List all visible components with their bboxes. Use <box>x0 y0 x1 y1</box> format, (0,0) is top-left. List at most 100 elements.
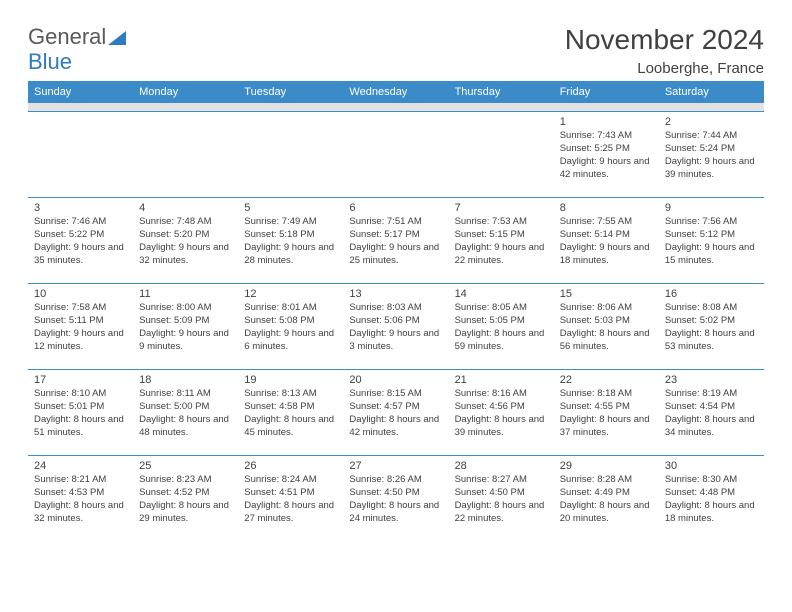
day-info: Sunrise: 8:24 AM Sunset: 4:51 PM Dayligh… <box>244 474 337 525</box>
day-number: 9 <box>665 201 758 216</box>
brand-logo: General <box>28 24 126 50</box>
day-number: 11 <box>139 287 232 302</box>
calendar-week-row: 3Sunrise: 7:46 AM Sunset: 5:22 PM Daylig… <box>28 197 764 283</box>
calendar-week-row: 10Sunrise: 7:58 AM Sunset: 5:11 PM Dayli… <box>28 283 764 369</box>
weekday-header: Saturday <box>659 81 764 103</box>
day-number: 30 <box>665 459 758 474</box>
day-number: 15 <box>560 287 653 302</box>
day-cell: 30Sunrise: 8:30 AM Sunset: 4:48 PM Dayli… <box>659 455 764 541</box>
day-info: Sunrise: 8:26 AM Sunset: 4:50 PM Dayligh… <box>349 474 442 525</box>
day-cell: 20Sunrise: 8:15 AM Sunset: 4:57 PM Dayli… <box>343 369 448 455</box>
day-number: 18 <box>139 373 232 388</box>
day-cell: 23Sunrise: 8:19 AM Sunset: 4:54 PM Dayli… <box>659 369 764 455</box>
day-info: Sunrise: 8:18 AM Sunset: 4:55 PM Dayligh… <box>560 388 653 439</box>
day-info: Sunrise: 8:19 AM Sunset: 4:54 PM Dayligh… <box>665 388 758 439</box>
day-cell: 1Sunrise: 7:43 AM Sunset: 5:25 PM Daylig… <box>554 111 659 197</box>
day-cell: 5Sunrise: 7:49 AM Sunset: 5:18 PM Daylig… <box>238 197 343 283</box>
day-info: Sunrise: 8:10 AM Sunset: 5:01 PM Dayligh… <box>34 388 127 439</box>
day-info: Sunrise: 7:44 AM Sunset: 5:24 PM Dayligh… <box>665 130 758 181</box>
location: Looberghe, France <box>565 60 764 77</box>
calendar-week-row: 17Sunrise: 8:10 AM Sunset: 5:01 PM Dayli… <box>28 369 764 455</box>
day-cell: 7Sunrise: 7:53 AM Sunset: 5:15 PM Daylig… <box>449 197 554 283</box>
day-number: 20 <box>349 373 442 388</box>
day-number: 28 <box>455 459 548 474</box>
header: General November 2024 Looberghe, France <box>28 24 764 77</box>
day-cell: 9Sunrise: 7:56 AM Sunset: 5:12 PM Daylig… <box>659 197 764 283</box>
day-cell: 3Sunrise: 7:46 AM Sunset: 5:22 PM Daylig… <box>28 197 133 283</box>
day-cell: 28Sunrise: 8:27 AM Sunset: 4:50 PM Dayli… <box>449 455 554 541</box>
day-cell: 21Sunrise: 8:16 AM Sunset: 4:56 PM Dayli… <box>449 369 554 455</box>
day-info: Sunrise: 8:16 AM Sunset: 4:56 PM Dayligh… <box>455 388 548 439</box>
day-info: Sunrise: 8:15 AM Sunset: 4:57 PM Dayligh… <box>349 388 442 439</box>
day-number: 29 <box>560 459 653 474</box>
day-number: 12 <box>244 287 337 302</box>
empty-cell <box>133 111 238 197</box>
weekday-header: Thursday <box>449 81 554 103</box>
day-info: Sunrise: 8:23 AM Sunset: 4:52 PM Dayligh… <box>139 474 232 525</box>
day-cell: 18Sunrise: 8:11 AM Sunset: 5:00 PM Dayli… <box>133 369 238 455</box>
day-number: 6 <box>349 201 442 216</box>
day-info: Sunrise: 7:53 AM Sunset: 5:15 PM Dayligh… <box>455 216 548 267</box>
day-cell: 8Sunrise: 7:55 AM Sunset: 5:14 PM Daylig… <box>554 197 659 283</box>
day-number: 3 <box>34 201 127 216</box>
day-info: Sunrise: 7:51 AM Sunset: 5:17 PM Dayligh… <box>349 216 442 267</box>
day-number: 19 <box>244 373 337 388</box>
day-number: 24 <box>34 459 127 474</box>
weekday-header: Sunday <box>28 81 133 103</box>
day-info: Sunrise: 7:48 AM Sunset: 5:20 PM Dayligh… <box>139 216 232 267</box>
calendar-table: Sunday Monday Tuesday Wednesday Thursday… <box>28 81 764 541</box>
page-title: November 2024 <box>565 24 764 56</box>
day-number: 7 <box>455 201 548 216</box>
day-cell: 24Sunrise: 8:21 AM Sunset: 4:53 PM Dayli… <box>28 455 133 541</box>
day-number: 10 <box>34 287 127 302</box>
day-number: 22 <box>560 373 653 388</box>
day-number: 23 <box>665 373 758 388</box>
day-cell: 10Sunrise: 7:58 AM Sunset: 5:11 PM Dayli… <box>28 283 133 369</box>
spacer-row <box>28 103 764 111</box>
day-cell: 11Sunrise: 8:00 AM Sunset: 5:09 PM Dayli… <box>133 283 238 369</box>
empty-cell <box>449 111 554 197</box>
day-number: 1 <box>560 115 653 130</box>
day-cell: 27Sunrise: 8:26 AM Sunset: 4:50 PM Dayli… <box>343 455 448 541</box>
day-number: 2 <box>665 115 758 130</box>
day-info: Sunrise: 7:49 AM Sunset: 5:18 PM Dayligh… <box>244 216 337 267</box>
calendar-week-row: 1Sunrise: 7:43 AM Sunset: 5:25 PM Daylig… <box>28 111 764 197</box>
day-cell: 12Sunrise: 8:01 AM Sunset: 5:08 PM Dayli… <box>238 283 343 369</box>
day-number: 26 <box>244 459 337 474</box>
weekday-header: Monday <box>133 81 238 103</box>
day-info: Sunrise: 8:06 AM Sunset: 5:03 PM Dayligh… <box>560 302 653 353</box>
brand-part1: General <box>28 24 106 50</box>
day-info: Sunrise: 7:43 AM Sunset: 5:25 PM Dayligh… <box>560 130 653 181</box>
day-info: Sunrise: 8:01 AM Sunset: 5:08 PM Dayligh… <box>244 302 337 353</box>
calendar-week-row: 24Sunrise: 8:21 AM Sunset: 4:53 PM Dayli… <box>28 455 764 541</box>
day-info: Sunrise: 8:13 AM Sunset: 4:58 PM Dayligh… <box>244 388 337 439</box>
weekday-header-row: Sunday Monday Tuesday Wednesday Thursday… <box>28 81 764 103</box>
weekday-header: Friday <box>554 81 659 103</box>
day-cell: 13Sunrise: 8:03 AM Sunset: 5:06 PM Dayli… <box>343 283 448 369</box>
day-number: 17 <box>34 373 127 388</box>
day-info: Sunrise: 8:27 AM Sunset: 4:50 PM Dayligh… <box>455 474 548 525</box>
day-number: 14 <box>455 287 548 302</box>
day-cell: 29Sunrise: 8:28 AM Sunset: 4:49 PM Dayli… <box>554 455 659 541</box>
brand-part2: Blue <box>28 49 72 74</box>
day-info: Sunrise: 7:46 AM Sunset: 5:22 PM Dayligh… <box>34 216 127 267</box>
day-number: 8 <box>560 201 653 216</box>
day-cell: 26Sunrise: 8:24 AM Sunset: 4:51 PM Dayli… <box>238 455 343 541</box>
empty-cell <box>238 111 343 197</box>
day-cell: 17Sunrise: 8:10 AM Sunset: 5:01 PM Dayli… <box>28 369 133 455</box>
day-cell: 19Sunrise: 8:13 AM Sunset: 4:58 PM Dayli… <box>238 369 343 455</box>
day-info: Sunrise: 8:08 AM Sunset: 5:02 PM Dayligh… <box>665 302 758 353</box>
weekday-header: Tuesday <box>238 81 343 103</box>
day-number: 5 <box>244 201 337 216</box>
day-number: 16 <box>665 287 758 302</box>
day-info: Sunrise: 8:21 AM Sunset: 4:53 PM Dayligh… <box>34 474 127 525</box>
day-cell: 4Sunrise: 7:48 AM Sunset: 5:20 PM Daylig… <box>133 197 238 283</box>
day-info: Sunrise: 8:11 AM Sunset: 5:00 PM Dayligh… <box>139 388 232 439</box>
day-number: 4 <box>139 201 232 216</box>
day-number: 25 <box>139 459 232 474</box>
day-info: Sunrise: 7:56 AM Sunset: 5:12 PM Dayligh… <box>665 216 758 267</box>
day-info: Sunrise: 8:05 AM Sunset: 5:05 PM Dayligh… <box>455 302 548 353</box>
empty-cell <box>28 111 133 197</box>
day-cell: 2Sunrise: 7:44 AM Sunset: 5:24 PM Daylig… <box>659 111 764 197</box>
day-info: Sunrise: 8:28 AM Sunset: 4:49 PM Dayligh… <box>560 474 653 525</box>
